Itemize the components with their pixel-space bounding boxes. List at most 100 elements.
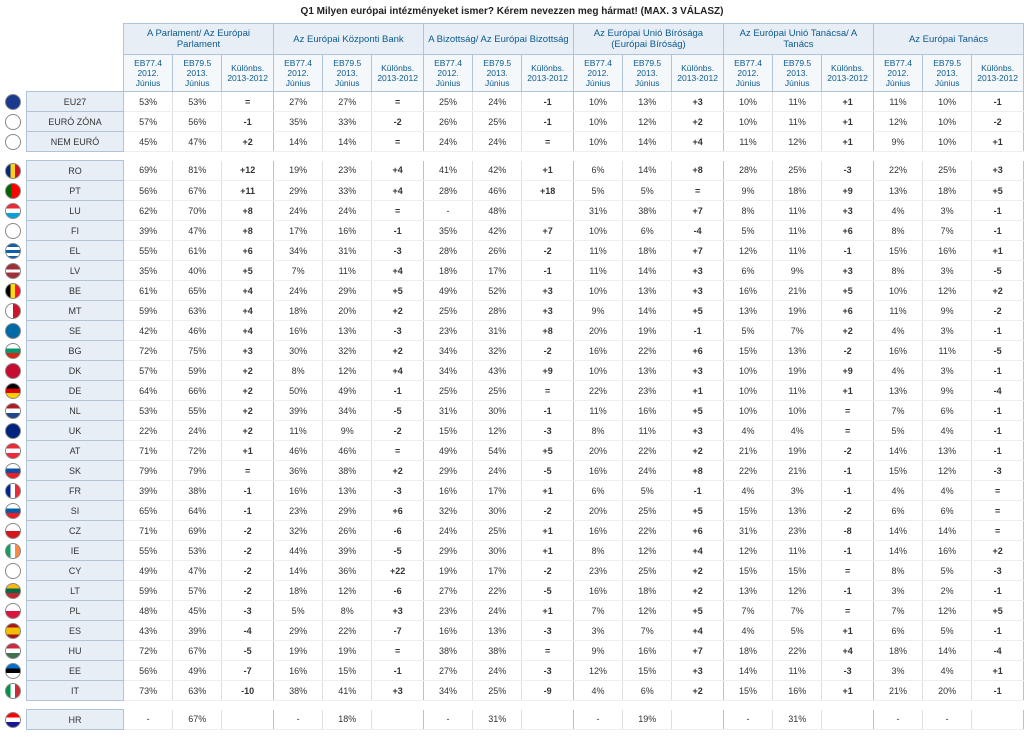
cell: 3% (923, 321, 972, 341)
cell: -1 (972, 221, 1024, 241)
cell: +8 (222, 221, 274, 241)
cell: 6% (923, 501, 972, 521)
cell: 4% (873, 481, 922, 501)
cell: 22% (623, 441, 672, 461)
row-label: LU (27, 201, 124, 221)
cell: 54% (473, 441, 522, 461)
cell: 14% (273, 132, 322, 152)
cell: +2 (672, 112, 724, 132)
row-label: ES (27, 621, 124, 641)
cell: 81% (173, 161, 222, 181)
row-label: UK (27, 421, 124, 441)
cell: = (972, 501, 1024, 521)
cell: 10% (573, 132, 622, 152)
cell: 29% (323, 281, 372, 301)
cell: +22 (372, 561, 424, 581)
cell: -1 (822, 241, 874, 261)
cell: 46% (323, 441, 372, 461)
table-row: CY49%47%-214%36%+2219%17%-223%25%+215%15… (0, 561, 1024, 581)
cell: 11% (273, 421, 322, 441)
cell: +8 (672, 161, 724, 181)
cell: 7% (273, 261, 322, 281)
cell: 19% (423, 561, 472, 581)
cell: -1 (972, 441, 1024, 461)
cell: 24% (473, 132, 522, 152)
cell: 40% (173, 261, 222, 281)
row-label: BE (27, 281, 124, 301)
cell: 34% (423, 681, 472, 701)
cell: 11% (773, 661, 822, 681)
cell: 12% (773, 581, 822, 601)
cell: +3 (372, 681, 424, 701)
cell: 55% (124, 241, 173, 261)
cell (522, 201, 574, 221)
cell: -2 (822, 341, 874, 361)
table-row: NEM EURÓ45%47%+214%14%=24%24%=10%14%+411… (0, 132, 1024, 152)
cell: 3% (923, 201, 972, 221)
cell: 23% (423, 321, 472, 341)
cell: 9% (773, 261, 822, 281)
cell: 16% (923, 241, 972, 261)
cell: -1 (972, 581, 1024, 601)
cell: 23% (423, 601, 472, 621)
row-label: PL (27, 601, 124, 621)
cell: +2 (972, 281, 1024, 301)
row-label: SE (27, 321, 124, 341)
cell: +9 (822, 181, 874, 201)
table-row: BE61%65%+424%29%+549%52%+310%13%+316%21%… (0, 281, 1024, 301)
cell: -4 (222, 621, 274, 641)
cell: 52% (473, 281, 522, 301)
cell: 29% (423, 541, 472, 561)
cell: - (923, 710, 972, 730)
cell: 46% (173, 321, 222, 341)
cell: 22% (573, 381, 622, 401)
cell: 59% (124, 301, 173, 321)
flag-icon (5, 343, 21, 359)
cell: +2 (222, 361, 274, 381)
cell: 12% (923, 601, 972, 621)
cell: 71% (124, 521, 173, 541)
cell: 7% (773, 321, 822, 341)
cell: = (522, 381, 574, 401)
row-label: MT (27, 301, 124, 321)
row-label: SK (27, 461, 124, 481)
cell: - (423, 201, 472, 221)
cell: 11% (773, 112, 822, 132)
cell: -1 (822, 541, 874, 561)
cell: 25% (473, 681, 522, 701)
table-row: BG72%75%+330%32%+234%32%-216%22%+615%13%… (0, 341, 1024, 361)
cell: 32% (473, 341, 522, 361)
cell: 23% (323, 161, 372, 181)
cell: 7% (773, 601, 822, 621)
cell: 15% (623, 661, 672, 681)
cell: 53% (124, 92, 173, 112)
row-label: EU27 (27, 92, 124, 112)
cell: 29% (323, 501, 372, 521)
cell: 16% (723, 281, 772, 301)
cell: 75% (173, 341, 222, 361)
flag-icon (5, 712, 21, 728)
cell: 34% (423, 361, 472, 381)
cell: +1 (522, 541, 574, 561)
cell: -3 (372, 481, 424, 501)
flag-icon (5, 663, 21, 679)
cell: +7 (522, 221, 574, 241)
cell: +4 (222, 281, 274, 301)
cell: +2 (372, 341, 424, 361)
cell: 24% (473, 461, 522, 481)
row-label: LV (27, 261, 124, 281)
cell: 14% (623, 161, 672, 181)
cell: +4 (372, 361, 424, 381)
group-header: Az Európai Unió Bírósága (Európai Bírósá… (573, 24, 723, 55)
cell: 14% (723, 661, 772, 681)
cell: 5% (873, 421, 922, 441)
cell: 5% (623, 181, 672, 201)
flag-icon (5, 203, 21, 219)
cell: -7 (372, 621, 424, 641)
cell: +2 (222, 421, 274, 441)
cell: +1 (522, 601, 574, 621)
cell: - (573, 710, 622, 730)
flag-icon (5, 163, 21, 179)
cell: -1 (822, 461, 874, 481)
row-label: CY (27, 561, 124, 581)
